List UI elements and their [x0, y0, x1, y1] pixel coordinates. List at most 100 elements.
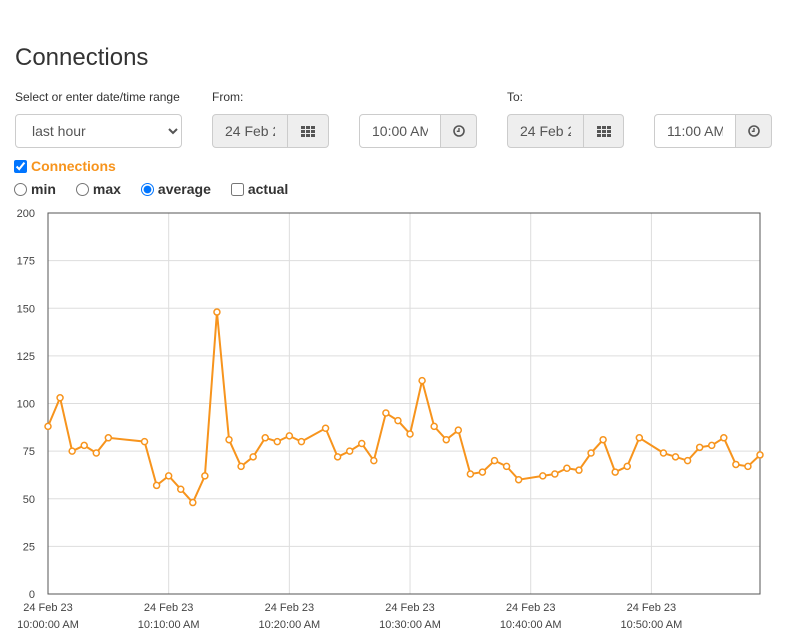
data-point [539, 472, 547, 480]
x-tick-label: 24 Feb 23 [385, 602, 435, 614]
mode-label: max [92, 181, 121, 197]
x-tick-label: 24 Feb 23 [265, 602, 315, 614]
x-tick-label: 10:20:00 AM [258, 619, 320, 631]
y-tick-label: 100 [17, 399, 35, 411]
to-time-button[interactable] [735, 114, 772, 148]
data-point [104, 434, 113, 442]
from-label: From: [212, 90, 244, 104]
data-point [406, 430, 414, 438]
mode-option[interactable]: actual [230, 181, 289, 197]
data-point [333, 453, 342, 461]
data-point [358, 439, 366, 448]
data-point [490, 456, 499, 465]
x-tick-label: 24 Feb 23 [23, 602, 73, 614]
data-point [80, 441, 88, 450]
series-toggle-label: Connections [31, 158, 116, 174]
data-point [249, 453, 257, 461]
from-time-button[interactable] [440, 114, 477, 148]
data-point [394, 416, 402, 425]
from-date[interactable] [212, 114, 288, 148]
range-label: Select or enter date/time range [15, 90, 180, 104]
y-tick-label: 25 [23, 541, 35, 553]
x-tick-label: 24 Feb 23 [144, 602, 194, 614]
to-time[interactable] [654, 114, 736, 148]
mode-option[interactable]: min [14, 181, 56, 197]
from-date-button[interactable] [287, 114, 329, 148]
data-point [68, 447, 76, 455]
y-tick-label: 75 [23, 446, 35, 458]
clock-icon [452, 125, 465, 137]
series-checkbox[interactable] [14, 159, 27, 173]
x-tick-label: 24 Feb 23 [506, 602, 556, 614]
data-point [502, 462, 511, 471]
to-date-button[interactable] [583, 114, 624, 148]
x-tick-label: 10:10:00 AM [138, 619, 200, 631]
data-point [635, 434, 644, 442]
data-point [623, 462, 632, 471]
mode-checkbox[interactable] [230, 182, 244, 196]
data-point [611, 468, 619, 476]
x-tick-label: 10:50:00 AM [620, 619, 682, 631]
data-point [152, 481, 161, 490]
y-tick-label: 125 [17, 351, 35, 363]
page-title: Connections [15, 44, 149, 71]
data-point [575, 466, 583, 474]
data-point [744, 462, 752, 471]
series-line [47, 311, 761, 505]
data-point [430, 422, 438, 431]
y-tick-label: 175 [17, 256, 35, 268]
from-time[interactable] [359, 114, 441, 148]
range-select[interactable]: last hour [15, 114, 182, 148]
data-point [44, 422, 52, 431]
mode-label: actual [247, 181, 289, 197]
mode-radio[interactable] [75, 182, 89, 196]
data-point [671, 453, 680, 461]
clock-icon [747, 125, 760, 137]
data-point [418, 376, 426, 385]
y-tick-label: 0 [29, 589, 35, 601]
data-point [92, 449, 101, 457]
data-point [587, 449, 595, 457]
data-point [261, 434, 269, 442]
data-point [478, 468, 487, 476]
x-tick-label: 24 Feb 23 [627, 602, 677, 614]
mode-option[interactable]: max [75, 181, 121, 197]
data-point [707, 441, 716, 450]
data-point [225, 435, 233, 444]
data-point [514, 475, 523, 484]
data-point [164, 472, 173, 480]
data-point [563, 464, 571, 473]
series-toggle[interactable]: Connections [14, 158, 116, 174]
data-point [56, 394, 64, 402]
calendar-icon [596, 125, 611, 137]
data-point [756, 451, 764, 459]
data-point [297, 437, 306, 446]
y-tick-label: 50 [23, 494, 35, 506]
data-point [345, 447, 354, 455]
mode-radio[interactable] [140, 182, 154, 196]
mode-radio[interactable] [14, 182, 27, 196]
data-point [273, 437, 282, 446]
data-point [213, 308, 221, 316]
data-point [695, 443, 704, 452]
data-point [140, 437, 149, 446]
data-point [370, 456, 378, 465]
data-point [659, 449, 668, 457]
data-point [442, 435, 450, 444]
x-tick-label: 10:40:00 AM [500, 619, 562, 631]
plot-frame [47, 212, 761, 595]
mode-options: min max average actual [14, 181, 288, 197]
data-point [683, 456, 692, 465]
mode-label: average [157, 181, 211, 197]
data-point [189, 498, 197, 507]
data-point [466, 470, 475, 478]
mode-option[interactable]: average [140, 181, 211, 197]
data-point [551, 470, 559, 478]
data-point [454, 426, 463, 434]
y-tick-label: 200 [17, 208, 35, 220]
data-point [201, 472, 209, 480]
data-point [237, 462, 245, 471]
to-label: To: [507, 90, 524, 104]
